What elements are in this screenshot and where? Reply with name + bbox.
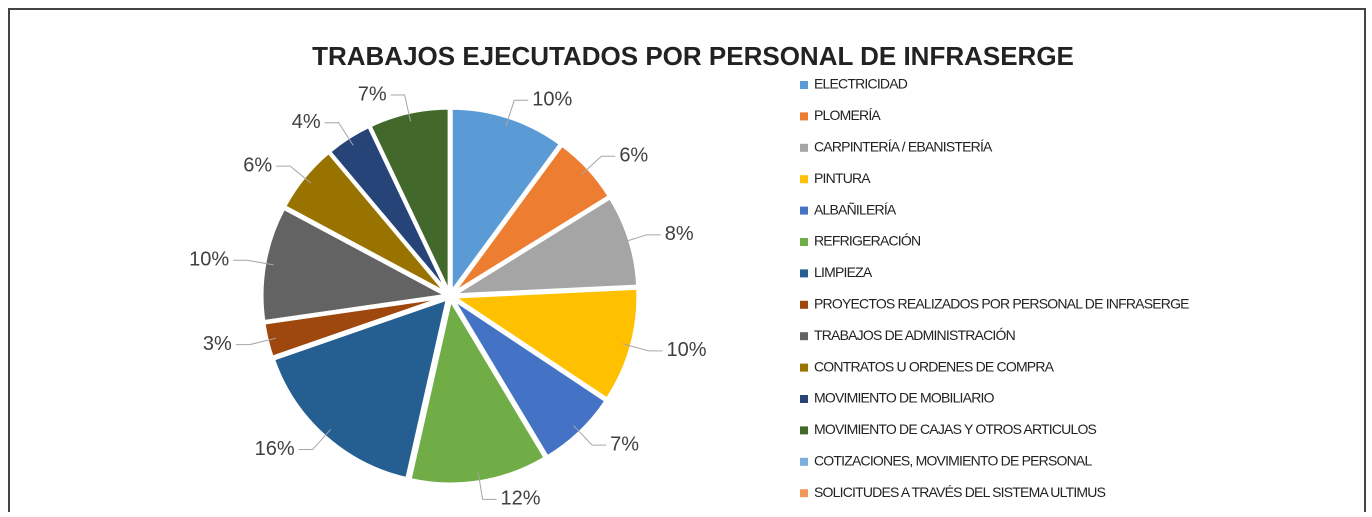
data-label: 6% xyxy=(243,154,272,176)
legend-swatch xyxy=(800,457,808,466)
data-label: 16% xyxy=(255,438,295,460)
legend-swatch xyxy=(800,238,808,246)
legend-swatch xyxy=(800,363,808,372)
leader-line xyxy=(573,425,607,446)
legend-label: SOLICITUDES A TRAVÉS DEL SISTEMA ULTIMUS xyxy=(814,484,1106,500)
data-label: 7% xyxy=(610,433,639,455)
legend-label: CARPINTERÍA / EBANISTERÍA xyxy=(814,139,993,155)
leader-line xyxy=(622,343,663,352)
legend-swatch xyxy=(800,489,808,498)
legend-swatch xyxy=(800,81,808,89)
legend-swatch xyxy=(800,300,808,309)
data-label: 8% xyxy=(665,223,694,245)
legend-label: PLOMERÍA xyxy=(814,107,881,123)
legend-swatch xyxy=(800,395,808,403)
data-label: 12% xyxy=(501,488,541,510)
legend-label: MOVIMIENTO DE MOBILIARIO xyxy=(814,390,995,406)
legend-label: CONTRATOS U ORDENES DE COMPRA xyxy=(814,358,1055,374)
data-label: 10% xyxy=(667,339,707,361)
legend-label: PINTURA xyxy=(814,170,871,186)
leader-line xyxy=(276,165,312,184)
data-label: 3% xyxy=(203,333,232,355)
legend-swatch xyxy=(800,332,808,341)
data-label: 4% xyxy=(292,111,321,133)
data-label: 6% xyxy=(619,145,648,167)
legend-label: LIMPIEZA xyxy=(814,264,873,280)
leader-line xyxy=(505,99,529,127)
leader-line xyxy=(390,94,412,122)
legend-swatch xyxy=(800,112,808,121)
chart-title: TRABAJOS EJECUTADOS POR PERSONAL DE INFR… xyxy=(312,41,1074,71)
legend-swatch xyxy=(800,206,808,215)
legend-label: MOVIMIENTO DE CAJAS Y OTROS ARTICULOS xyxy=(814,421,1097,437)
leader-line xyxy=(298,429,332,451)
legend-label: ALBAÑILERÍA xyxy=(814,201,897,217)
chart-border xyxy=(8,8,1366,517)
data-label: 10% xyxy=(189,249,229,271)
leader-line xyxy=(477,472,497,500)
legend-swatch xyxy=(800,143,808,152)
legend-label: TRABAJOS DE ADMINISTRACIÓN xyxy=(814,327,1015,343)
leader-line xyxy=(233,259,274,266)
legend-swatch xyxy=(800,175,808,184)
data-label: 10% xyxy=(532,89,572,111)
legend-swatch xyxy=(800,269,808,278)
leader-line xyxy=(324,122,354,146)
legend-label: REFRIGERACIÓN xyxy=(814,233,920,249)
legend-label: ELECTRICIDAD xyxy=(814,76,908,92)
legend-swatch xyxy=(800,426,808,435)
leader-line xyxy=(581,155,616,175)
data-label: 7% xyxy=(358,83,387,105)
leader-line xyxy=(235,337,277,346)
legend-label: PROYECTOS REALIZADOS POR PERSONAL DE INF… xyxy=(814,296,1189,312)
legend-label: COTIZACIONES, MOVIMIENTO DE PERSONAL xyxy=(814,453,1092,469)
leader-line xyxy=(620,234,661,244)
